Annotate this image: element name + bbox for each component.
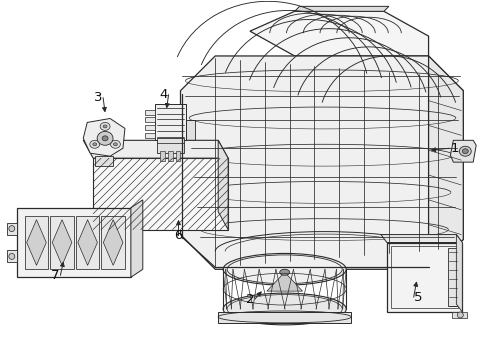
Ellipse shape bbox=[223, 293, 346, 325]
Polygon shape bbox=[294, 6, 388, 11]
Polygon shape bbox=[167, 151, 172, 161]
Polygon shape bbox=[266, 272, 302, 291]
Polygon shape bbox=[380, 235, 461, 243]
Polygon shape bbox=[50, 216, 74, 269]
Ellipse shape bbox=[9, 253, 15, 260]
Polygon shape bbox=[93, 158, 228, 230]
Polygon shape bbox=[7, 251, 17, 262]
Ellipse shape bbox=[279, 269, 289, 275]
Ellipse shape bbox=[458, 146, 470, 156]
Text: 3: 3 bbox=[94, 91, 102, 104]
Polygon shape bbox=[249, 11, 427, 56]
Polygon shape bbox=[52, 220, 72, 265]
Polygon shape bbox=[180, 200, 195, 220]
Polygon shape bbox=[17, 208, 131, 277]
Ellipse shape bbox=[100, 122, 110, 130]
Polygon shape bbox=[180, 56, 462, 269]
Text: 5: 5 bbox=[413, 291, 422, 303]
Polygon shape bbox=[95, 156, 113, 166]
Ellipse shape bbox=[90, 140, 100, 148]
Polygon shape bbox=[83, 118, 124, 156]
Polygon shape bbox=[144, 133, 154, 138]
Ellipse shape bbox=[223, 253, 346, 285]
Polygon shape bbox=[218, 140, 228, 230]
Polygon shape bbox=[101, 216, 124, 269]
Polygon shape bbox=[160, 151, 164, 161]
Ellipse shape bbox=[110, 140, 120, 148]
Polygon shape bbox=[180, 170, 195, 190]
Ellipse shape bbox=[103, 125, 107, 128]
Polygon shape bbox=[447, 248, 457, 306]
Polygon shape bbox=[144, 117, 154, 122]
Polygon shape bbox=[7, 223, 17, 235]
Text: 1: 1 bbox=[449, 142, 458, 155]
Ellipse shape bbox=[102, 136, 108, 141]
Text: 2: 2 bbox=[245, 293, 254, 306]
Polygon shape bbox=[427, 56, 462, 269]
Polygon shape bbox=[449, 140, 475, 162]
Polygon shape bbox=[131, 200, 142, 277]
Text: 4: 4 bbox=[159, 88, 167, 101]
Ellipse shape bbox=[93, 143, 97, 146]
Polygon shape bbox=[25, 216, 48, 269]
Polygon shape bbox=[27, 220, 46, 265]
Ellipse shape bbox=[97, 131, 113, 145]
Polygon shape bbox=[386, 243, 461, 312]
Polygon shape bbox=[78, 220, 97, 265]
Polygon shape bbox=[144, 125, 154, 130]
Polygon shape bbox=[218, 312, 350, 323]
Polygon shape bbox=[175, 151, 180, 161]
Polygon shape bbox=[76, 216, 99, 269]
Polygon shape bbox=[156, 138, 184, 153]
Polygon shape bbox=[180, 121, 195, 140]
Polygon shape bbox=[83, 140, 228, 158]
Ellipse shape bbox=[9, 226, 15, 231]
Polygon shape bbox=[144, 109, 154, 114]
Text: 6: 6 bbox=[174, 229, 183, 242]
Ellipse shape bbox=[113, 143, 117, 146]
Text: 7: 7 bbox=[51, 269, 60, 282]
Polygon shape bbox=[154, 104, 186, 140]
Ellipse shape bbox=[456, 312, 462, 318]
Polygon shape bbox=[451, 312, 467, 318]
Ellipse shape bbox=[461, 149, 468, 154]
Polygon shape bbox=[455, 235, 461, 312]
Bar bbox=[390, 247, 457, 308]
Polygon shape bbox=[103, 220, 122, 265]
